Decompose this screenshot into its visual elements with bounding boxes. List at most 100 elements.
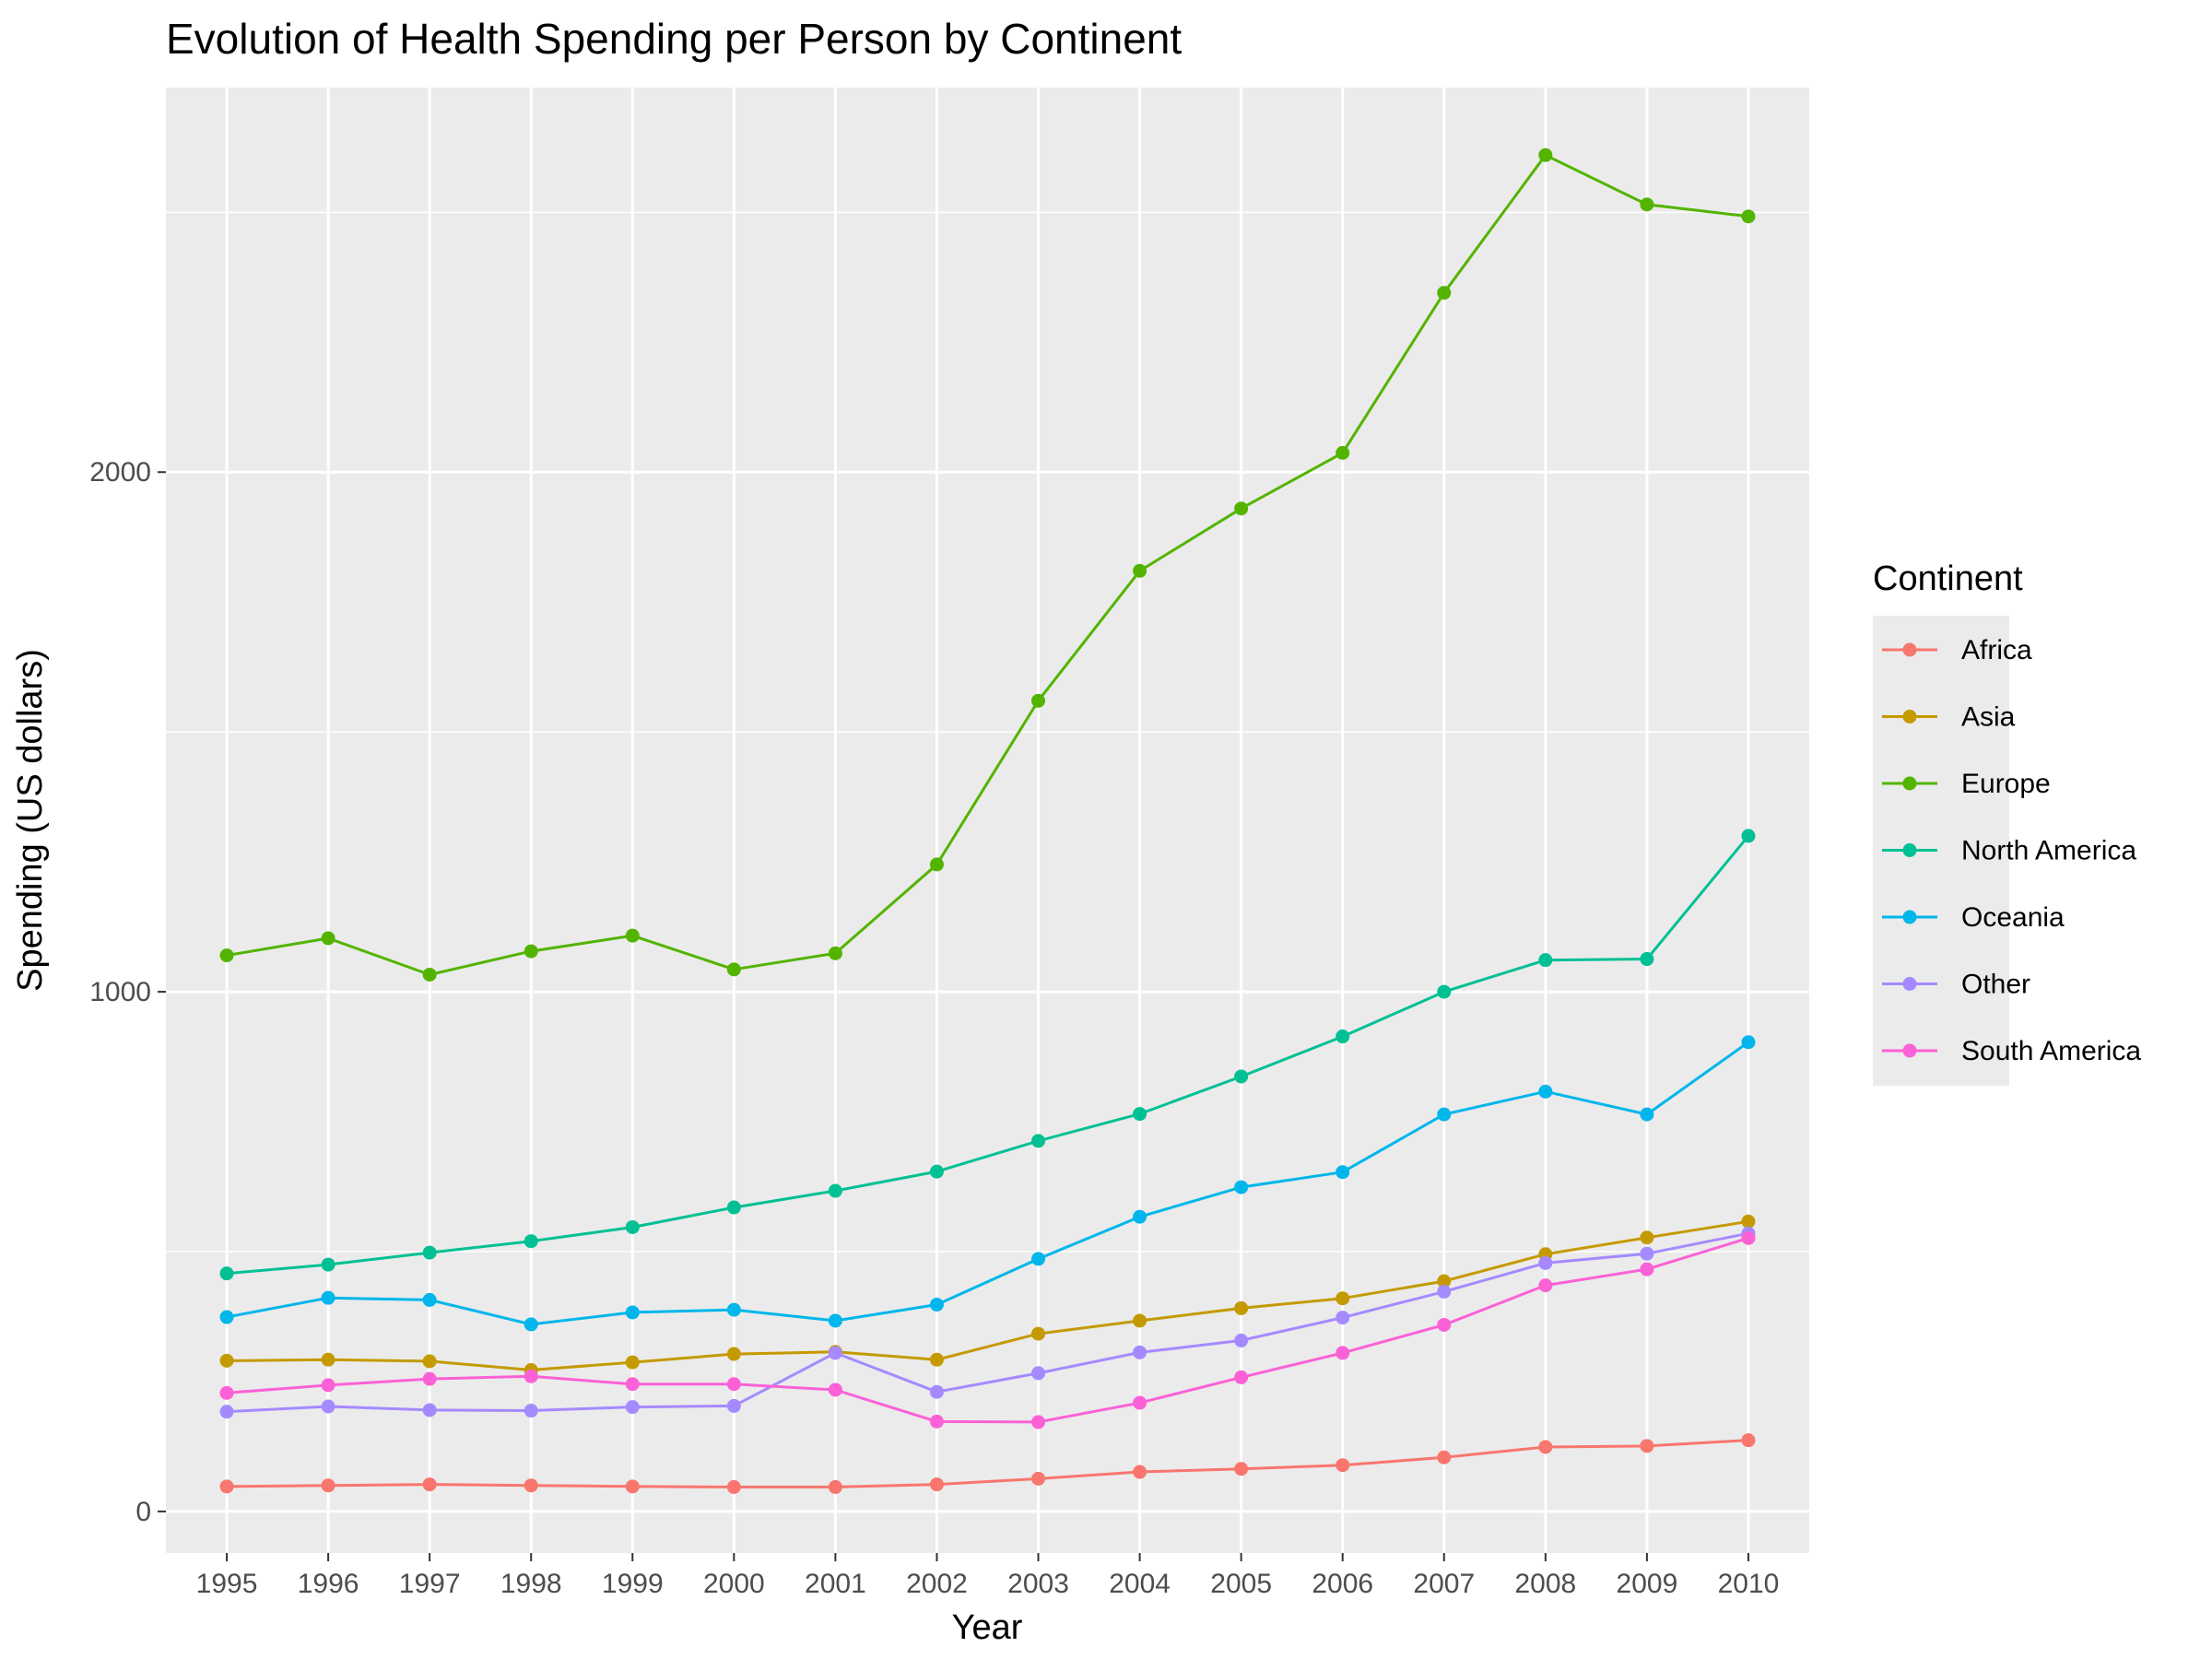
legend: Continent Africa Asia Europe North America O… (1873, 559, 2141, 1086)
data-point-other (1234, 1333, 1249, 1347)
data-point-south-america (1437, 1317, 1452, 1332)
data-point-south-america (321, 1378, 335, 1393)
data-point-oceania (929, 1297, 944, 1312)
x-tick-label: 2002 (906, 1569, 968, 1599)
y-tick-label: 0 (135, 1497, 151, 1527)
data-point-asia (1133, 1313, 1147, 1328)
x-tick-label: 1998 (500, 1569, 562, 1599)
data-point-asia (1640, 1230, 1654, 1245)
data-point-south-america (1234, 1370, 1249, 1384)
legend-key-point-other (1902, 977, 1917, 991)
data-point-asia (625, 1355, 640, 1370)
data-point-europe (321, 931, 335, 946)
data-point-north-america (726, 1200, 741, 1215)
legend-label-africa: Africa (1961, 635, 2032, 665)
data-point-north-america (929, 1164, 944, 1179)
x-tick-label: 2004 (1109, 1569, 1171, 1599)
legend-key-point-africa (1902, 642, 1917, 657)
legend-label-north-america: North America (1961, 836, 2136, 866)
data-point-europe (1335, 445, 1350, 460)
data-point-south-america (1031, 1415, 1046, 1430)
data-point-north-america (1031, 1134, 1046, 1148)
data-point-north-america (1640, 952, 1654, 967)
data-point-south-america (929, 1414, 944, 1429)
data-point-oceania (726, 1302, 741, 1317)
data-point-africa (1234, 1462, 1249, 1477)
x-tick-label: 2001 (805, 1569, 866, 1599)
data-point-africa (1741, 1433, 1756, 1448)
data-point-africa (625, 1479, 640, 1494)
series-layer (219, 147, 1756, 1494)
data-point-africa (524, 1478, 538, 1493)
x-tick-label: 2000 (703, 1569, 765, 1599)
data-point-africa (1031, 1471, 1046, 1486)
data-point-north-america (625, 1219, 640, 1234)
data-point-other (219, 1405, 234, 1419)
data-point-europe (1133, 563, 1147, 578)
data-point-south-america (1538, 1278, 1553, 1293)
data-point-north-america (1437, 984, 1452, 999)
data-point-other (1437, 1284, 1452, 1299)
data-point-south-america (625, 1377, 640, 1392)
data-point-oceania (1538, 1084, 1553, 1099)
data-point-north-america (1133, 1107, 1147, 1122)
data-point-europe (219, 948, 234, 963)
data-point-oceania (1031, 1252, 1046, 1266)
data-point-south-america (1741, 1230, 1756, 1245)
data-point-other (625, 1400, 640, 1415)
data-point-europe (828, 946, 842, 960)
series-line-oceania (226, 1041, 1749, 1326)
data-point-oceania (219, 1310, 234, 1324)
data-point-africa (1133, 1465, 1147, 1479)
data-point-other (321, 1399, 335, 1414)
data-point-asia (219, 1353, 234, 1368)
data-point-south-america (1335, 1346, 1350, 1360)
data-point-africa (422, 1477, 437, 1492)
x-tick-label: 2010 (1718, 1569, 1780, 1599)
data-point-oceania (1741, 1035, 1756, 1050)
data-point-south-america (1640, 1262, 1654, 1277)
data-point-asia (1234, 1300, 1249, 1315)
data-point-other (1335, 1311, 1350, 1325)
data-point-europe (1741, 209, 1756, 224)
data-point-south-america (524, 1369, 538, 1383)
data-point-europe (625, 928, 640, 943)
data-point-other (828, 1346, 842, 1360)
legend-key-point-oceania (1902, 910, 1917, 924)
data-point-europe (929, 857, 944, 872)
data-point-asia (321, 1352, 335, 1367)
data-point-asia (1031, 1326, 1046, 1341)
y-tick-label: 2000 (89, 457, 151, 488)
x-tick-label: 2005 (1210, 1569, 1272, 1599)
data-point-south-america (219, 1385, 234, 1400)
data-point-oceania (1234, 1180, 1249, 1194)
data-point-oceania (1640, 1107, 1654, 1122)
legend-label-oceania: Oceania (1961, 902, 2065, 933)
data-point-north-america (1538, 953, 1553, 968)
data-point-africa (219, 1479, 234, 1494)
series-line-asia (226, 1219, 1749, 1371)
data-point-other (1133, 1345, 1147, 1359)
data-point-north-america (828, 1183, 842, 1198)
data-point-other (1640, 1246, 1654, 1261)
x-tick-label: 1995 (196, 1569, 258, 1599)
x-axis: 1995 1996 1997 1998 1999 2000 2001 2002 2003 2004… (196, 1553, 1780, 1599)
x-axis-title: Year (952, 1608, 1023, 1647)
x-tick-label: 1996 (298, 1569, 359, 1599)
legend-label-europe: Europe (1961, 769, 2051, 799)
data-point-north-america (1741, 829, 1756, 843)
legend-label-other: Other (1961, 970, 2030, 1000)
series-line-other (226, 1231, 1749, 1414)
data-point-oceania (1335, 1165, 1350, 1180)
legend-title: Continent (1873, 559, 2023, 598)
x-tick-label: 2008 (1514, 1569, 1576, 1599)
data-point-oceania (524, 1317, 538, 1332)
data-point-north-america (422, 1245, 437, 1260)
data-point-north-america (524, 1234, 538, 1249)
data-point-other (929, 1384, 944, 1399)
data-point-europe (1538, 147, 1553, 162)
data-point-other (1031, 1366, 1046, 1381)
data-point-europe (1437, 286, 1452, 300)
data-point-africa (929, 1477, 944, 1492)
